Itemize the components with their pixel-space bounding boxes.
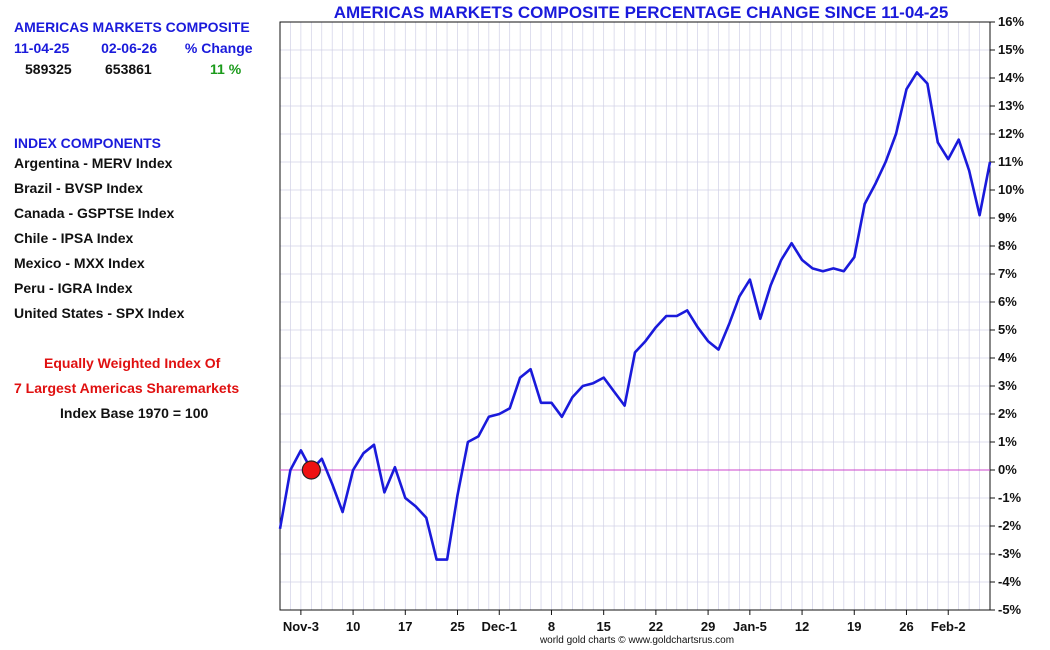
y-tick-label: 13% bbox=[998, 98, 1024, 113]
summary-header-row: 11-04-25 02-06-26 % Change bbox=[14, 40, 253, 56]
y-tick-label: 10% bbox=[998, 182, 1024, 197]
y-tick-label: 15% bbox=[998, 42, 1024, 57]
x-tick-label: Feb-2 bbox=[931, 619, 966, 634]
y-tick-label: 16% bbox=[998, 14, 1024, 29]
x-tick-label: 8 bbox=[548, 619, 555, 634]
component-item: Peru - IGRA Index bbox=[14, 280, 133, 296]
start-date-header: 11-04-25 bbox=[14, 40, 70, 56]
note-line-1: Equally Weighted Index Of bbox=[44, 355, 221, 371]
start-marker bbox=[301, 460, 321, 480]
summary-end-value: 653861 bbox=[105, 61, 152, 77]
x-tick-label: 25 bbox=[450, 619, 464, 634]
summary-heading: AMERICAS MARKETS COMPOSITE bbox=[14, 19, 250, 35]
y-tick-label: -3% bbox=[998, 546, 1022, 561]
x-tick-label: 15 bbox=[596, 619, 610, 634]
x-tick-label: 19 bbox=[847, 619, 861, 634]
x-tick-label: 26 bbox=[899, 619, 913, 634]
component-item: United States - SPX Index bbox=[14, 305, 185, 321]
y-tick-label: 14% bbox=[998, 70, 1024, 85]
y-tick-label: 9% bbox=[998, 210, 1017, 225]
x-tick-label: 10 bbox=[346, 619, 360, 634]
y-tick-label: 7% bbox=[998, 266, 1017, 281]
y-tick-label: -1% bbox=[998, 490, 1022, 505]
y-tick-label: 3% bbox=[998, 378, 1017, 393]
series bbox=[278, 71, 992, 561]
note-line-2: 7 Largest Americas Sharemarkets bbox=[14, 380, 240, 396]
x-tick-label: 12 bbox=[795, 619, 809, 634]
pct-change-header: % Change bbox=[184, 40, 253, 56]
y-tick-label: 5% bbox=[998, 322, 1017, 337]
chart-credit: world gold charts © www.goldchartsrus.co… bbox=[539, 635, 735, 646]
y-tick-label: 6% bbox=[998, 294, 1017, 309]
y-tick-label: -5% bbox=[998, 602, 1022, 617]
chart-title: AMERICAS MARKETS COMPOSITE PERCENTAGE CH… bbox=[333, 3, 949, 22]
y-tick-label: -4% bbox=[998, 574, 1022, 589]
y-tick-label: 8% bbox=[998, 238, 1017, 253]
component-item: Chile - IPSA Index bbox=[14, 230, 134, 246]
y-tick-label: -2% bbox=[998, 518, 1022, 533]
y-tick-label: 11% bbox=[998, 154, 1024, 169]
y-tick-label: 12% bbox=[998, 126, 1024, 141]
components-heading: INDEX COMPONENTS bbox=[14, 135, 162, 151]
summary-start-value: 589325 bbox=[25, 61, 72, 77]
y-tick-label: 2% bbox=[998, 406, 1017, 421]
axes: -5% -4% -3% -2% -1% 0% 1% 2% 3% 4% 5% 6% 7% 8% 9% 10% 11… bbox=[279, 14, 1024, 634]
component-item: Mexico - MXX Index bbox=[14, 255, 145, 271]
component-item: Argentina - MERV Index bbox=[14, 155, 173, 171]
component-item: Canada - GSPTSE Index bbox=[14, 205, 175, 221]
x-tick-label: Dec-1 bbox=[482, 619, 517, 634]
note-line-3: Index Base 1970 = 100 bbox=[60, 405, 209, 421]
x-tick-label: 17 bbox=[398, 619, 412, 634]
x-tick-label: Nov-3 bbox=[283, 619, 319, 634]
series-line bbox=[278, 71, 992, 561]
x-tick-label: 22 bbox=[649, 619, 663, 634]
y-tick-label: 0% bbox=[998, 462, 1017, 477]
end-date-header: 02-06-26 bbox=[101, 40, 158, 56]
summary-pct-value: 11 % bbox=[210, 61, 242, 77]
x-tick-label: 29 bbox=[701, 619, 715, 634]
plot-border bbox=[279, 21, 991, 611]
y-tick-label: 1% bbox=[998, 434, 1017, 449]
component-item: Brazil - BVSP Index bbox=[14, 180, 143, 196]
x-tick-label: Jan-5 bbox=[733, 619, 767, 634]
y-tick-label: 4% bbox=[998, 350, 1017, 365]
